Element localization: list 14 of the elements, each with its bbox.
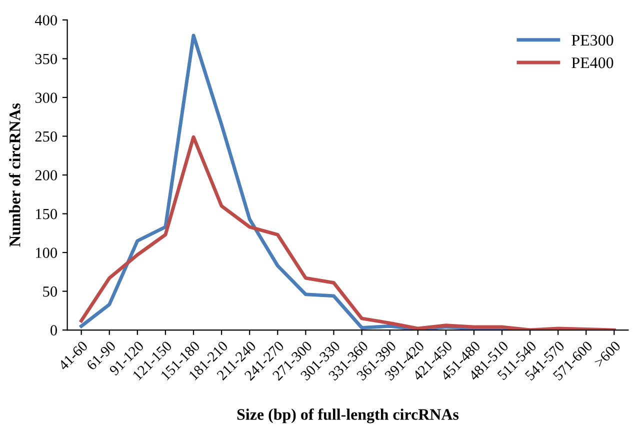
line-series — [80, 135, 616, 330]
y-tick-label: 300 — [35, 92, 57, 103]
legend-label: PE400 — [572, 57, 614, 68]
y-tick-label: 200 — [35, 170, 57, 180]
y-tick-label: 50 — [43, 286, 57, 297]
legend-label: PE300 — [572, 34, 614, 46]
y-tick-label: 150 — [36, 208, 57, 220]
y-axis-title: Number of circRNAs — [8, 103, 20, 247]
y-tick-label: 250 — [35, 131, 57, 142]
y-tick-label: 350 — [35, 54, 57, 64]
y-tick-label: 0 — [50, 325, 57, 336]
y-tick-label: 400 — [34, 15, 57, 26]
y-tick-label: 100 — [36, 248, 57, 258]
x-axis-title: Size (bp) of full-length circRNAs — [237, 408, 459, 424]
